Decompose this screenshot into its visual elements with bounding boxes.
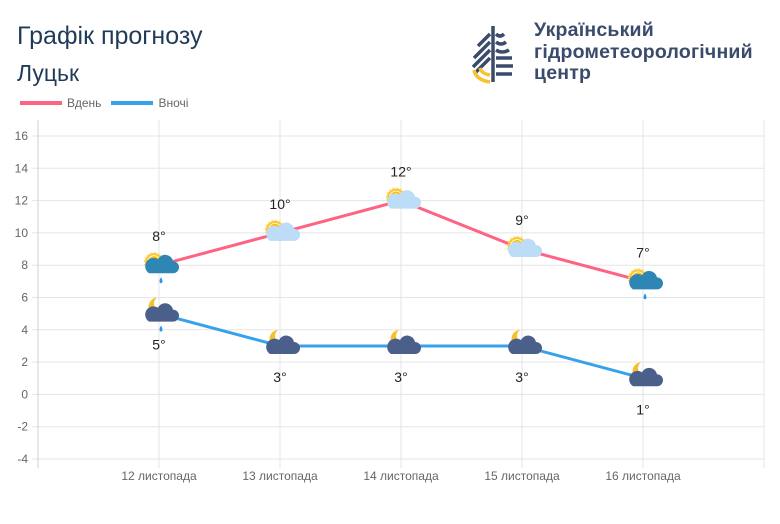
sun-cloud-icon (507, 236, 542, 258)
data-label: 1° (636, 401, 649, 417)
sun-cloud-rain-icon (628, 268, 663, 300)
page-title: Графік прогнозу (17, 22, 203, 50)
moon-cloud-icon (629, 362, 663, 387)
moon-cloud-rain-icon (145, 297, 179, 332)
logo-line: гідрометеорологічний (534, 40, 753, 63)
data-label: 7° (636, 244, 649, 260)
sun-cloud-icon (265, 219, 300, 241)
x-tick-label: 14 листопада (363, 469, 439, 483)
cloud-shape (508, 238, 542, 258)
cloud-shape (387, 190, 421, 209)
moon-cloud-icon (266, 329, 300, 354)
city-name: Луцьк (17, 60, 80, 86)
data-label: 9° (515, 212, 528, 228)
raindrop (159, 325, 163, 332)
cloud-shape (387, 335, 421, 354)
cloud-shape (629, 367, 663, 387)
logo-line: Український (534, 19, 654, 41)
cloud-shape (266, 222, 300, 241)
data-label: 10° (269, 196, 290, 212)
raindrop (643, 293, 647, 300)
legend-label-day[interactable]: Вдень (67, 96, 102, 110)
data-label: 3° (515, 369, 528, 385)
y-tick-label: 12 (15, 194, 29, 208)
cloud-shape (508, 335, 542, 354)
moon-cloud-icon (387, 329, 421, 354)
legend-swatch-day (20, 101, 62, 105)
cloud-shape (629, 270, 663, 290)
y-tick-label: 8 (21, 258, 28, 272)
y-tick-label: 14 (15, 161, 29, 175)
y-tick-label: -4 (17, 452, 28, 466)
cloud-shape (145, 303, 179, 322)
legend-swatch-night (111, 101, 154, 105)
y-tick-label: 16 (15, 129, 29, 143)
moon-cloud-icon (508, 329, 542, 354)
data-label: 3° (394, 369, 407, 385)
raindrop (159, 277, 163, 284)
legend-label-night[interactable]: Вночі (158, 96, 189, 110)
cloud-shape (266, 335, 300, 354)
sun-cloud-icon (386, 187, 421, 209)
y-tick-label: 2 (21, 355, 28, 369)
x-tick-label: 13 листопада (242, 469, 318, 483)
y-tick-label: 10 (15, 226, 29, 240)
logo-drop-icon (471, 26, 513, 84)
data-label: 12° (390, 164, 411, 180)
y-tick-label: 0 (21, 387, 28, 401)
legend: Вдень Вночі (20, 96, 188, 110)
x-tick-label: 15 листопада (484, 469, 560, 483)
data-label: 3° (273, 369, 286, 385)
x-tick-label: 16 листопада (605, 469, 681, 483)
data-label: 5° (152, 337, 165, 353)
logo: Український гідрометеорологічний центр (470, 19, 770, 90)
y-tick-label: -2 (17, 420, 28, 434)
y-tick-label: 6 (21, 291, 28, 305)
x-tick-label: 12 листопада (121, 469, 197, 483)
sun-cloud-rain-icon (144, 252, 179, 284)
y-tick-label: 4 (21, 323, 28, 337)
data-label: 8° (152, 228, 165, 244)
cloud-shape (145, 254, 179, 274)
logo-line: центр (534, 62, 592, 84)
